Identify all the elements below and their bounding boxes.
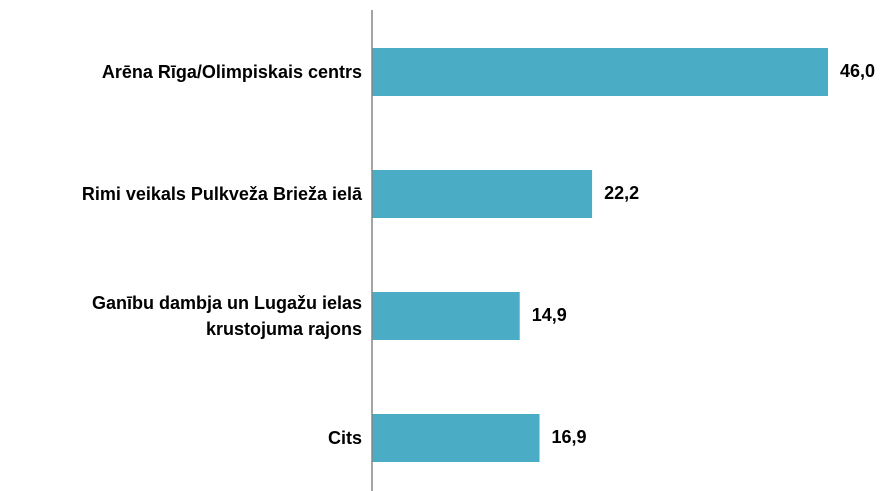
value-label: 14,9	[532, 305, 567, 325]
value-label: 22,2	[604, 183, 639, 203]
category-label: Rimi veikals Pulkveža Brieža ielā	[81, 184, 362, 204]
category-label: Ganību dambja un Lugažu ielas krustojuma…	[91, 293, 362, 339]
category-label: Arēna Rīga/Olimpiskais centrs	[101, 62, 362, 82]
category-label: Cits	[327, 428, 362, 448]
bar	[372, 414, 540, 462]
value-label: 16,9	[552, 427, 587, 447]
bar	[372, 292, 520, 340]
bar	[372, 170, 593, 218]
value-label: 46,0	[840, 61, 875, 81]
bar	[372, 48, 828, 96]
